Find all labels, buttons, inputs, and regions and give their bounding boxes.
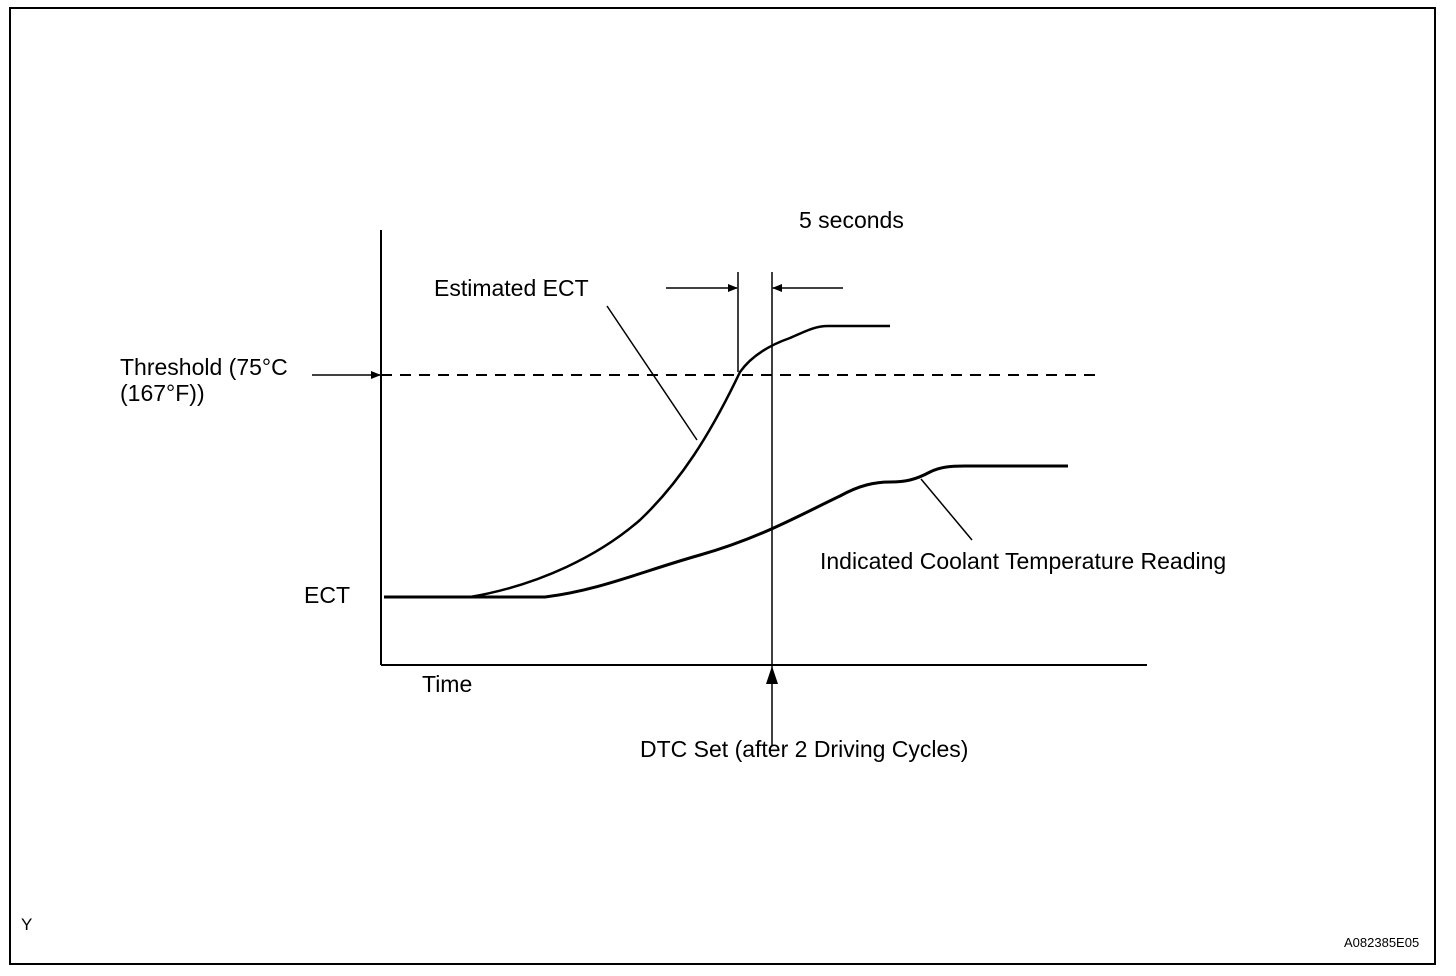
corner-mark: Y xyxy=(21,915,32,934)
threshold-label-line1: Threshold (75°C xyxy=(120,354,288,380)
figure-border xyxy=(9,7,1436,965)
threshold-label-line2: (167°F)) xyxy=(120,380,205,406)
indicated-coolant-temperature-curve xyxy=(384,464,1068,599)
estimated-ect-curve xyxy=(384,324,890,599)
figure-code: A082385E05 xyxy=(1344,935,1419,950)
time-axis-label: Time xyxy=(422,671,472,697)
estimated-ect-label: Estimated ECT xyxy=(434,275,589,301)
indicated-reading-leader xyxy=(920,478,973,541)
dtc-set-arrowhead xyxy=(766,666,778,684)
five-seconds-label: 5 seconds xyxy=(799,207,904,233)
indicated-reading-label: Indicated Coolant Temperature Reading xyxy=(820,548,1226,574)
ect-axis-label: ECT xyxy=(304,582,350,608)
estimated-ect-leader xyxy=(606,305,698,441)
dtc-set-label: DTC Set (after 2 Driving Cycles) xyxy=(640,736,968,762)
